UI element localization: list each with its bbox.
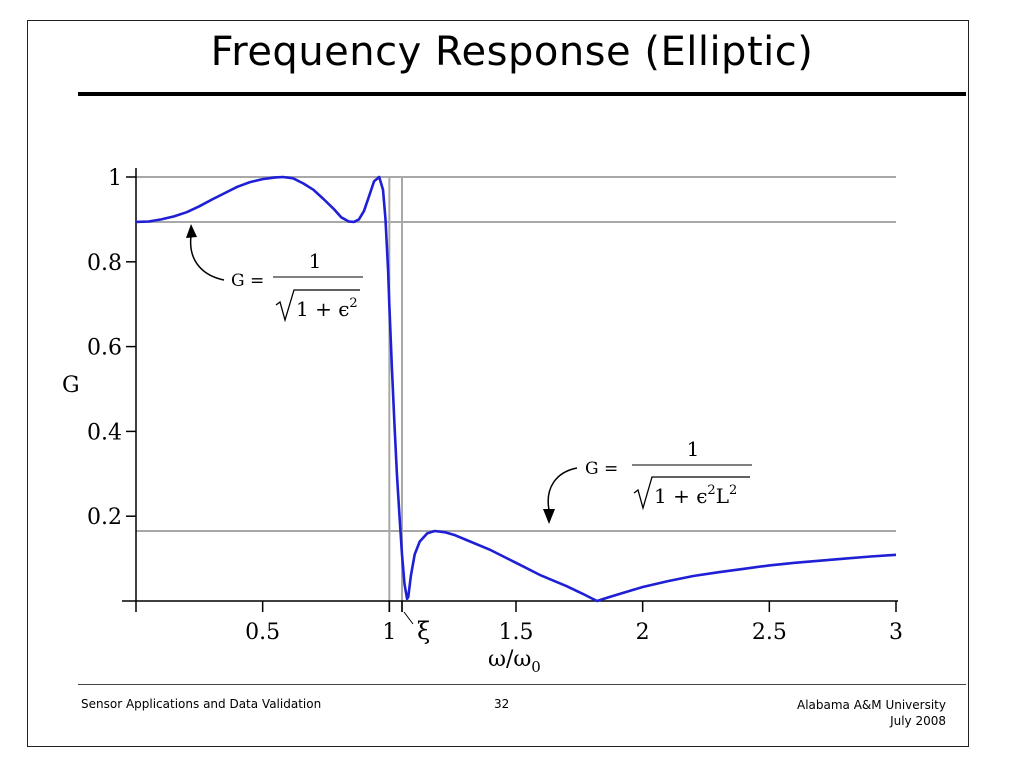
x-axis-label-main: ω/ω [488, 647, 531, 672]
stopband-denominator-inner: 1 + ϵ [654, 484, 707, 508]
stopband-annotation: G = 1 1 + ϵ2L2 [543, 437, 752, 524]
footer-date: July 2008 [890, 714, 946, 728]
y-tick-label: 0.8 [87, 251, 122, 276]
slide-frame [27, 20, 969, 747]
axes [122, 168, 898, 612]
x-tick-label: 2 [636, 620, 650, 645]
footer-institution: Alabama A&M University July 2008 [797, 697, 946, 729]
y-tick-label: 0.4 [87, 420, 122, 445]
y-tick-label: 0.6 [87, 336, 122, 361]
y-ticks: 0.2 0.4 0.6 0.8 1 [87, 166, 136, 530]
y-tick-label: 1 [108, 166, 122, 191]
x-tick-label: 3 [889, 620, 903, 645]
passband-formula-numerator: 1 [309, 249, 322, 273]
passband-annotation: G = 1 1 + ϵ2 [186, 224, 363, 323]
stopband-denominator-mid: L [716, 484, 729, 508]
y-tick-label: 0.2 [87, 505, 122, 530]
passband-denominator-exp: 2 [349, 296, 357, 311]
stopband-formula-lhs: G = [585, 459, 618, 479]
stopband-arrowhead [543, 509, 555, 524]
footer-rule [78, 684, 966, 685]
x-tick-label: 1 [382, 620, 396, 645]
xi-tick-label: ξ [417, 617, 430, 645]
passband-denominator-inner: 1 + ϵ [296, 297, 349, 321]
stopband-denominator-exp2: 2 [729, 483, 737, 498]
reference-lines [136, 176, 896, 612]
passband-arrowhead [186, 224, 197, 238]
x-ticks: 0.5 1 1.5 2 2.5 3 [245, 601, 903, 645]
stopband-formula-numerator: 1 [687, 437, 700, 461]
x-tick-label: 0.5 [245, 620, 280, 645]
x-tick-label: 2.5 [752, 620, 787, 645]
stopband-sqrt-sign [633, 476, 750, 511]
footer-page-number: 32 [494, 697, 510, 711]
series-line [135, 175, 897, 603]
x-axis-label-sub: 0 [531, 658, 541, 676]
stopband-arrow-shaft [547, 467, 578, 511]
title-rule [78, 92, 966, 96]
passband-sqrt-sign [275, 289, 360, 323]
passband-formula-denominator: 1 + ϵ2 [296, 296, 358, 321]
y-axis-label: G [62, 373, 80, 398]
slide-title: Frequency Response (Elliptic) [210, 29, 814, 75]
xi-leader-line [403, 611, 414, 625]
passband-formula-lhs: G = [231, 271, 264, 291]
x-axis-label: ω/ω0 [488, 647, 541, 676]
stopband-formula-denominator: 1 + ϵ2L2 [654, 483, 737, 508]
footer-university: Alabama A&M University [797, 698, 946, 712]
x-tick-label: 1.5 [499, 620, 534, 645]
footer-course-title: Sensor Applications and Data Validation [81, 697, 322, 711]
passband-arrow-shaft [189, 235, 225, 281]
stopband-denominator-exp1: 2 [707, 483, 715, 498]
